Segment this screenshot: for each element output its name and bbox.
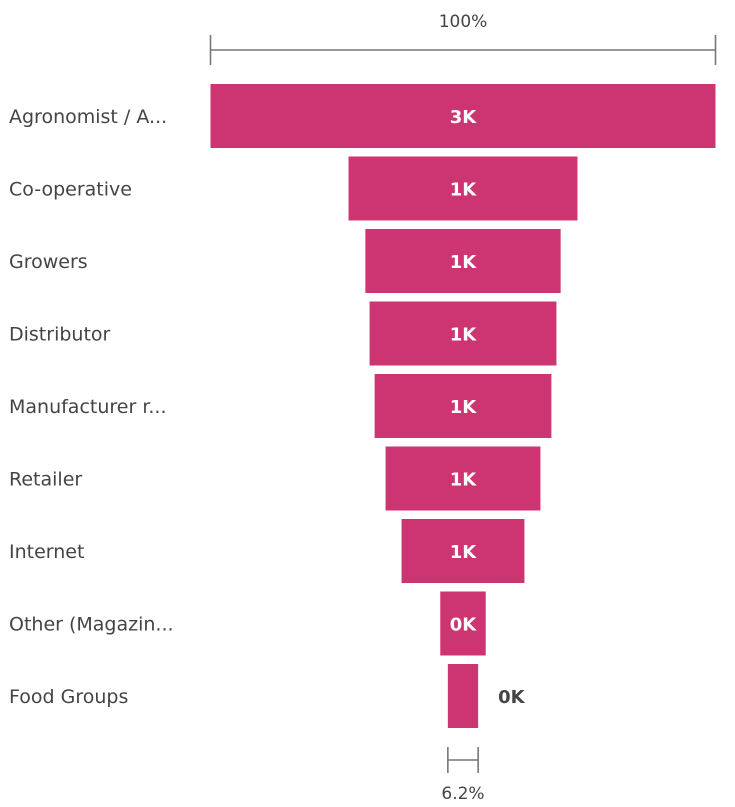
- value-label: 1K: [450, 325, 478, 346]
- value-label: 1K: [450, 542, 478, 563]
- funnel-bar[interactable]: [401, 519, 525, 583]
- value-label: 3K: [450, 107, 478, 128]
- category-label: Other (Magazin...: [9, 614, 174, 636]
- value-label: 0K: [450, 615, 478, 636]
- category-label: Agronomist / A...: [9, 106, 167, 128]
- category-label: Manufacturer r...: [9, 396, 167, 418]
- funnel-bar[interactable]: [210, 84, 716, 148]
- top-percent-label: 100%: [439, 12, 488, 32]
- value-label: 1K: [450, 470, 478, 491]
- funnel-bar[interactable]: [348, 156, 578, 221]
- funnel-bar[interactable]: [365, 229, 561, 293]
- category-label: Internet: [9, 541, 84, 563]
- value-label: 1K: [450, 180, 478, 201]
- funnel-bar[interactable]: [374, 374, 552, 438]
- top-percent-bracket: [209, 35, 717, 65]
- bottom-percent-label: 6.2%: [441, 784, 484, 804]
- funnel-bar[interactable]: [385, 446, 541, 511]
- bottom-percent-bracket: [447, 747, 479, 773]
- funnel-bar[interactable]: [447, 664, 479, 728]
- funnel-bars: Agronomist / A... 3K Co-operative 1K Growers…: [9, 84, 716, 728]
- value-label: 1K: [450, 252, 478, 273]
- category-label: Growers: [9, 251, 88, 273]
- funnel-bar[interactable]: [440, 591, 486, 656]
- value-label: 0K: [498, 687, 526, 708]
- category-label: Co-operative: [9, 179, 132, 201]
- category-label: Distributor: [9, 324, 111, 346]
- funnel-bar[interactable]: [369, 301, 557, 366]
- category-label: Food Groups: [9, 686, 128, 708]
- category-label: Retailer: [9, 469, 82, 491]
- value-label: 1K: [450, 397, 478, 418]
